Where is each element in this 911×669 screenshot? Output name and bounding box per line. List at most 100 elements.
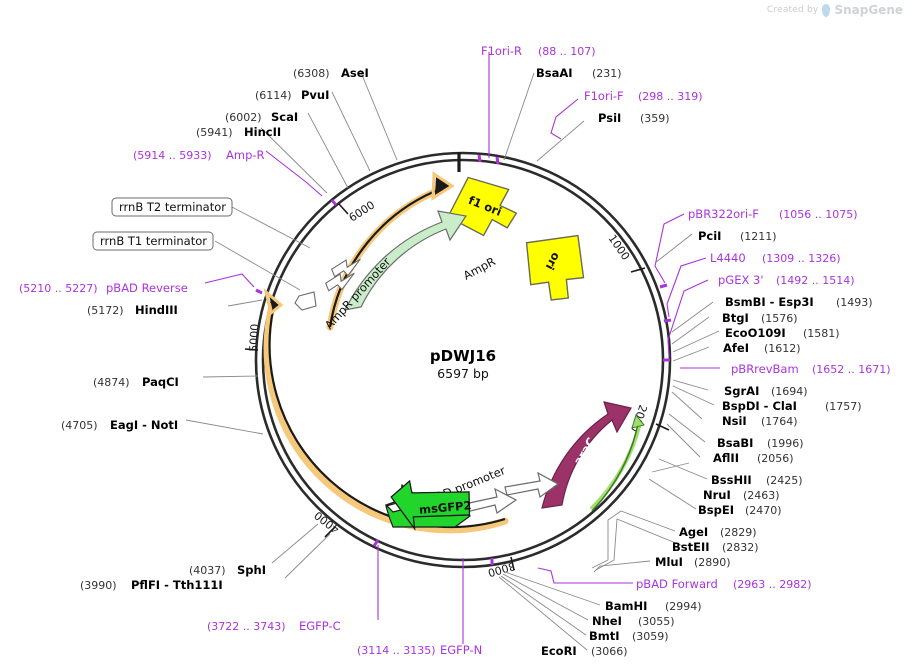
label-nrui[interactable]: NruI — [703, 488, 731, 502]
label-group-right: pBR322ori-F (1056 .. 1075) PciI (1211) L… — [541, 207, 891, 658]
label-egfp-n[interactable]: EGFP-N — [440, 643, 482, 657]
feature-label-ampr-promoter: AmpR promoter — [322, 255, 394, 332]
label-ecoo109i[interactable]: EcoO109I — [725, 326, 786, 340]
label-btgi-pos: (1576) — [761, 312, 798, 325]
label-ecori[interactable]: EcoRI — [541, 644, 577, 658]
orf-arc-ampr — [326, 171, 455, 331]
label-bsaai[interactable]: BsaAI — [536, 66, 573, 80]
label-agei[interactable]: AgeI — [679, 525, 708, 539]
plasmid-size: 6597 bp — [437, 366, 489, 381]
label-pbad-reverse[interactable]: pBAD Reverse — [106, 281, 188, 295]
label-sgrai-pos: (1694) — [771, 385, 808, 398]
label-bspei[interactable]: BspEI — [698, 503, 734, 517]
feature-arac[interactable]: araC — [541, 401, 632, 509]
label-bsshii[interactable]: BssHII — [711, 473, 752, 487]
label-bamhi-pos: (2994) — [665, 600, 702, 613]
label-pbad-forward-pos: (2963 .. 2982) — [733, 578, 812, 591]
label-nhei[interactable]: NheI — [592, 614, 622, 628]
label-paqci[interactable]: PaqCI — [142, 375, 179, 389]
label-bstEii-pos: (2832) — [722, 541, 759, 554]
label-group-top: F1ori-R (88 .. 107) BsaAI (231) F1ori-F … — [481, 44, 703, 125]
label-pgex3[interactable]: pGEX 3' — [718, 273, 764, 287]
label-psii[interactable]: PsiI — [598, 111, 621, 125]
label-amp-r[interactable]: Amp-R — [226, 148, 265, 162]
label-hindiii-pos: (5172) — [87, 304, 124, 317]
label-pflfi-tth111i-pos: (3990) — [80, 579, 117, 592]
label-aflii[interactable]: AflII — [713, 451, 739, 465]
label-bstEii[interactable]: BstEII — [672, 540, 710, 554]
label-group-left: (3990) PflFI - Tth111I (4037) SphI (4705… — [19, 66, 369, 592]
boxed-label-rrnb-t1[interactable]: rrnB T1 terminator — [92, 231, 214, 251]
label-hincii-pos: (5941) — [196, 126, 233, 139]
feature-label-msgfp2: msGFP2 — [418, 498, 472, 517]
label-pbrrevbam-pos: (1652 .. 1671) — [812, 363, 891, 376]
label-f1ori-f-pos: (298 .. 319) — [638, 90, 703, 103]
label-group-bottom: (3114 .. 3135) EGFP-N (3722 .. 3743) EGF… — [207, 619, 482, 657]
label-egfp-n-pos: (3114 .. 3135) — [357, 644, 436, 657]
label-afei[interactable]: AfeI — [723, 341, 749, 355]
label-bsmbi-esp3i-pos: (1493) — [836, 296, 873, 309]
boxed-label-rrnb-t2-text: rrnB T2 terminator — [119, 200, 226, 214]
ruler-tick-4000: 4000 — [312, 508, 342, 535]
label-btgi[interactable]: BtgI — [722, 311, 749, 325]
label-scai[interactable]: ScaI — [271, 110, 298, 124]
label-l4440[interactable]: L4440 — [710, 251, 746, 265]
label-mlui-pos: (2890) — [694, 556, 731, 569]
label-pvui[interactable]: PvuI — [301, 88, 329, 102]
label-pflfi-tth111i[interactable]: PflFI - Tth111I — [131, 578, 223, 592]
feature-ori[interactable]: ori — [508, 214, 605, 311]
label-f1ori-r[interactable]: F1ori-R — [481, 44, 522, 58]
label-pbr322ori-f[interactable]: pBR322ori-F — [688, 207, 759, 221]
label-ecori-pos: (3066) — [591, 645, 628, 658]
label-eagi-noti[interactable]: EagI - NotI — [110, 418, 178, 432]
label-scai-pos: (6002) — [225, 111, 262, 124]
feature-ampr-promoter[interactable]: AmpR promoter — [294, 255, 394, 332]
label-ecoo109i-pos: (1581) — [803, 327, 840, 340]
label-pcii[interactable]: PciI — [698, 229, 721, 243]
label-nsii[interactable]: NsiI — [722, 414, 747, 428]
cds-arc-arac — [589, 413, 645, 512]
label-egfp-c[interactable]: EGFP-C — [299, 619, 341, 633]
boxed-label-rrnb-t2[interactable]: rrnB T2 terminator — [111, 197, 233, 217]
watermark-brand: SnapGene — [834, 3, 903, 17]
label-nhei-pos: (3055) — [638, 615, 675, 628]
label-psii-pos: (359) — [640, 112, 670, 125]
label-nsii-pos: (1764) — [761, 415, 798, 428]
label-bsabi[interactable]: BsaBI — [717, 436, 753, 450]
primer-ring-ticks — [255, 154, 672, 565]
label-sphi[interactable]: SphI — [237, 563, 266, 577]
feature-f1-ori[interactable]: f1 ori — [447, 172, 524, 243]
label-bsshii-pos: (2425) — [766, 474, 803, 487]
label-f1ori-r-pos: (88 .. 107) — [538, 45, 596, 58]
label-asei-pos: (6308) — [293, 67, 330, 80]
label-sgrai[interactable]: SgrAI — [724, 384, 759, 398]
ruler-tick-5000: 5000 — [247, 324, 261, 353]
label-bmti[interactable]: BmtI — [589, 629, 620, 643]
label-mlui[interactable]: MluI — [655, 555, 683, 569]
label-bamhi[interactable]: BamHI — [605, 599, 647, 613]
boxed-label-rrnb-t1-text: rrnB T1 terminator — [100, 234, 207, 248]
label-f1ori-f[interactable]: F1ori-F — [584, 89, 624, 103]
ruler-tick-6000: 6000 — [347, 198, 378, 224]
feature-msgfp2[interactable]: msGFP2 — [384, 475, 472, 532]
leaf-icon — [822, 3, 831, 17]
label-sphi-pos: (4037) — [189, 564, 226, 577]
label-asei[interactable]: AseI — [341, 66, 369, 80]
label-pbrrevbam[interactable]: pBRrevBam — [731, 362, 799, 376]
label-pbad-forward[interactable]: pBAD Forward — [636, 577, 718, 591]
watermark-prefix: Created by — [766, 5, 819, 15]
label-bmti-pos: (3059) — [632, 630, 669, 643]
label-aflii-pos: (2056) — [757, 452, 794, 465]
label-pgex3-pos: (1492 .. 1514) — [776, 274, 855, 287]
label-bsmbi-esp3i[interactable]: BsmBI - Esp3I — [725, 295, 814, 309]
label-agei-pos: (2829) — [720, 526, 757, 539]
label-bsabi-pos: (1996) — [767, 437, 804, 450]
label-bspdi-clai[interactable]: BspDI - ClaI — [722, 399, 797, 413]
label-hincii[interactable]: HincII — [244, 125, 281, 139]
label-hindiii[interactable]: HindIII — [135, 303, 178, 317]
label-pbr322ori-f-pos: (1056 .. 1075) — [779, 208, 858, 221]
label-pvui-pos: (6114) — [255, 89, 292, 102]
label-egfp-c-pos: (3722 .. 3743) — [207, 620, 286, 633]
